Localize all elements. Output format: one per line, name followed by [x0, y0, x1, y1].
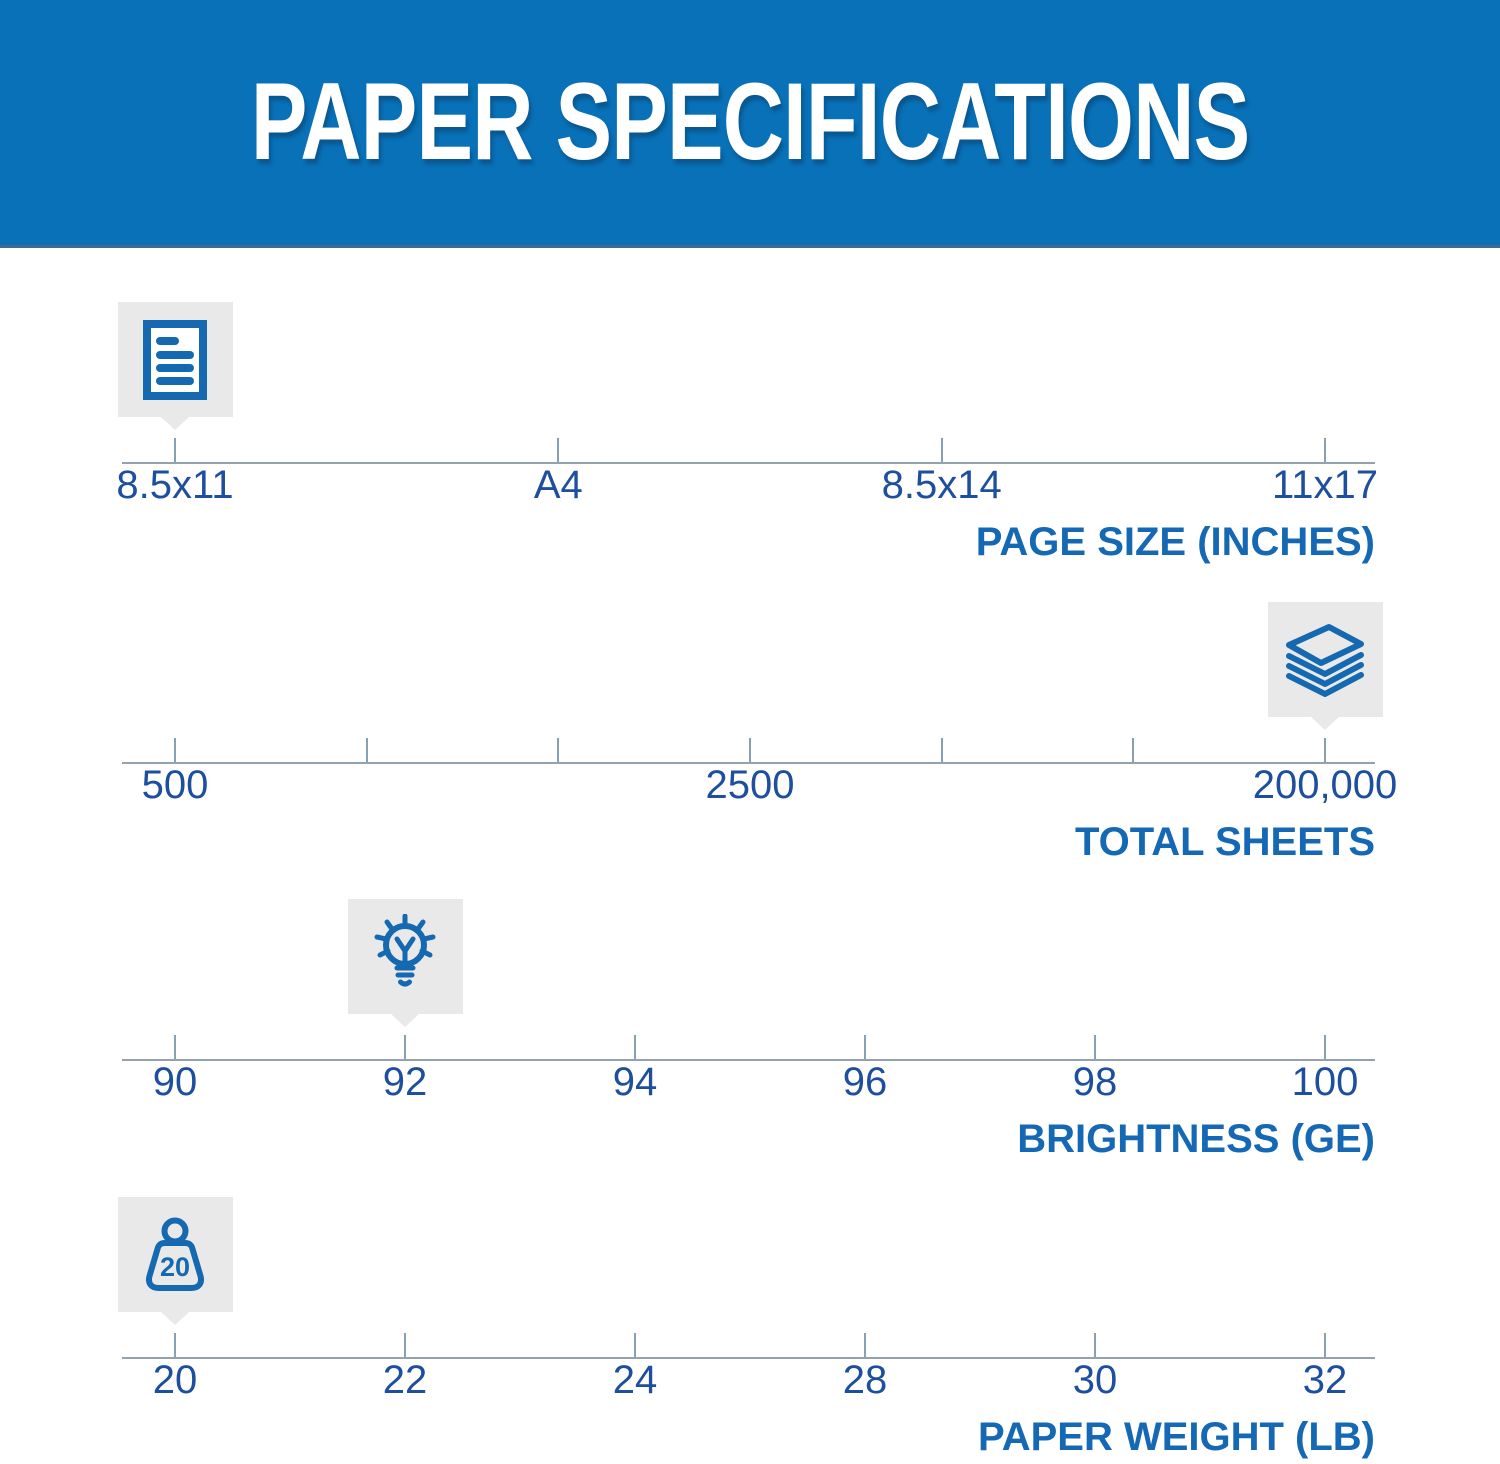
tick-label: 24: [612, 1358, 658, 1402]
tick-label: 94: [612, 1060, 658, 1104]
tick-label: 92: [382, 1060, 428, 1104]
paper-stack-icon: [1286, 623, 1364, 697]
tick-mark: [1324, 438, 1326, 462]
tick-mark: [940, 738, 943, 762]
value-marker-paper-weight: 20: [117, 1197, 233, 1312]
tick-mark: [557, 438, 560, 462]
tick-mark: [557, 738, 560, 762]
page-title: PAPER SPECIFICATIONS: [250, 61, 1250, 183]
marker-pointer: [161, 417, 189, 430]
tick-label: 22: [382, 1358, 428, 1402]
tick-mark: [404, 1035, 406, 1059]
tick-mark: [940, 438, 943, 462]
tick-label: 2500: [705, 763, 795, 807]
tick-mark: [404, 1333, 406, 1357]
tick-label: 200,000: [1252, 763, 1398, 807]
tick-label: 96: [842, 1060, 888, 1104]
value-marker-brightness: [347, 899, 463, 1014]
marker-pointer: [1311, 717, 1339, 730]
tick-mark: [634, 1035, 636, 1059]
scale-section-page-size: 8.5x11 A4 8.5x14 11x17 PAGE SIZE (INCHES): [0, 302, 1500, 564]
tick-label: 11x17: [1271, 463, 1379, 507]
axis-line: [122, 462, 1375, 464]
scale-section-brightness: 90 92 94 96 98 100 BRIGHTNESS (GE): [0, 899, 1500, 1161]
weight-icon: 20: [146, 1217, 204, 1291]
tick-label: 500: [141, 763, 209, 807]
scale-section-total-sheets: 500 2500 200,000 TOTAL SHEETS: [0, 602, 1500, 864]
tick-mark: [864, 1035, 866, 1059]
axis-line: [122, 1357, 1375, 1359]
tick-mark: [749, 738, 751, 762]
scale-section-paper-weight: 20 22 24 28 30 32 PAPER WEIGHT (LB) 20: [0, 1197, 1500, 1459]
tick-mark: [174, 1333, 176, 1357]
axis-title: PAPER WEIGHT (LB): [977, 1415, 1375, 1459]
tick-label: 20: [152, 1358, 198, 1402]
tick-mark: [1324, 738, 1326, 762]
document-icon: [143, 319, 207, 400]
tick-label: 100: [1291, 1060, 1359, 1104]
tick-mark: [1094, 1035, 1096, 1059]
tick-mark: [174, 438, 176, 462]
axis-title: PAGE SIZE (INCHES): [975, 520, 1375, 564]
axis-line: [122, 762, 1375, 764]
weight-value-text: 20: [160, 1252, 190, 1282]
tick-label: 8.5x11: [116, 463, 234, 507]
tick-mark: [864, 1333, 866, 1357]
tick-mark: [1094, 1333, 1096, 1357]
tick-mark: [634, 1333, 636, 1357]
tick-mark: [174, 738, 176, 762]
tick-mark: [1324, 1035, 1326, 1059]
tick-label: 28: [842, 1358, 888, 1402]
header-banner: PAPER SPECIFICATIONS: [0, 0, 1500, 248]
tick-mark: [174, 1035, 176, 1059]
lightbulb-icon: [374, 913, 436, 986]
axis-title: TOTAL SHEETS: [1074, 820, 1375, 864]
tick-label: 8.5x14: [881, 463, 1002, 507]
tick-label: 90: [152, 1060, 198, 1104]
tick-label: 30: [1072, 1358, 1118, 1402]
marker-pointer: [391, 1014, 419, 1027]
tick-mark: [1132, 738, 1135, 762]
tick-mark: [365, 738, 368, 762]
value-marker-total-sheets: [1267, 602, 1383, 717]
marker-pointer: [161, 1312, 189, 1325]
tick-label: A4: [533, 463, 583, 507]
axis-line: [122, 1059, 1375, 1061]
tick-label: 32: [1302, 1358, 1348, 1402]
axis-title: BRIGHTNESS (GE): [1017, 1117, 1375, 1161]
tick-mark: [1324, 1333, 1326, 1357]
tick-label: 98: [1072, 1060, 1118, 1104]
value-marker-page-size: [117, 302, 233, 417]
